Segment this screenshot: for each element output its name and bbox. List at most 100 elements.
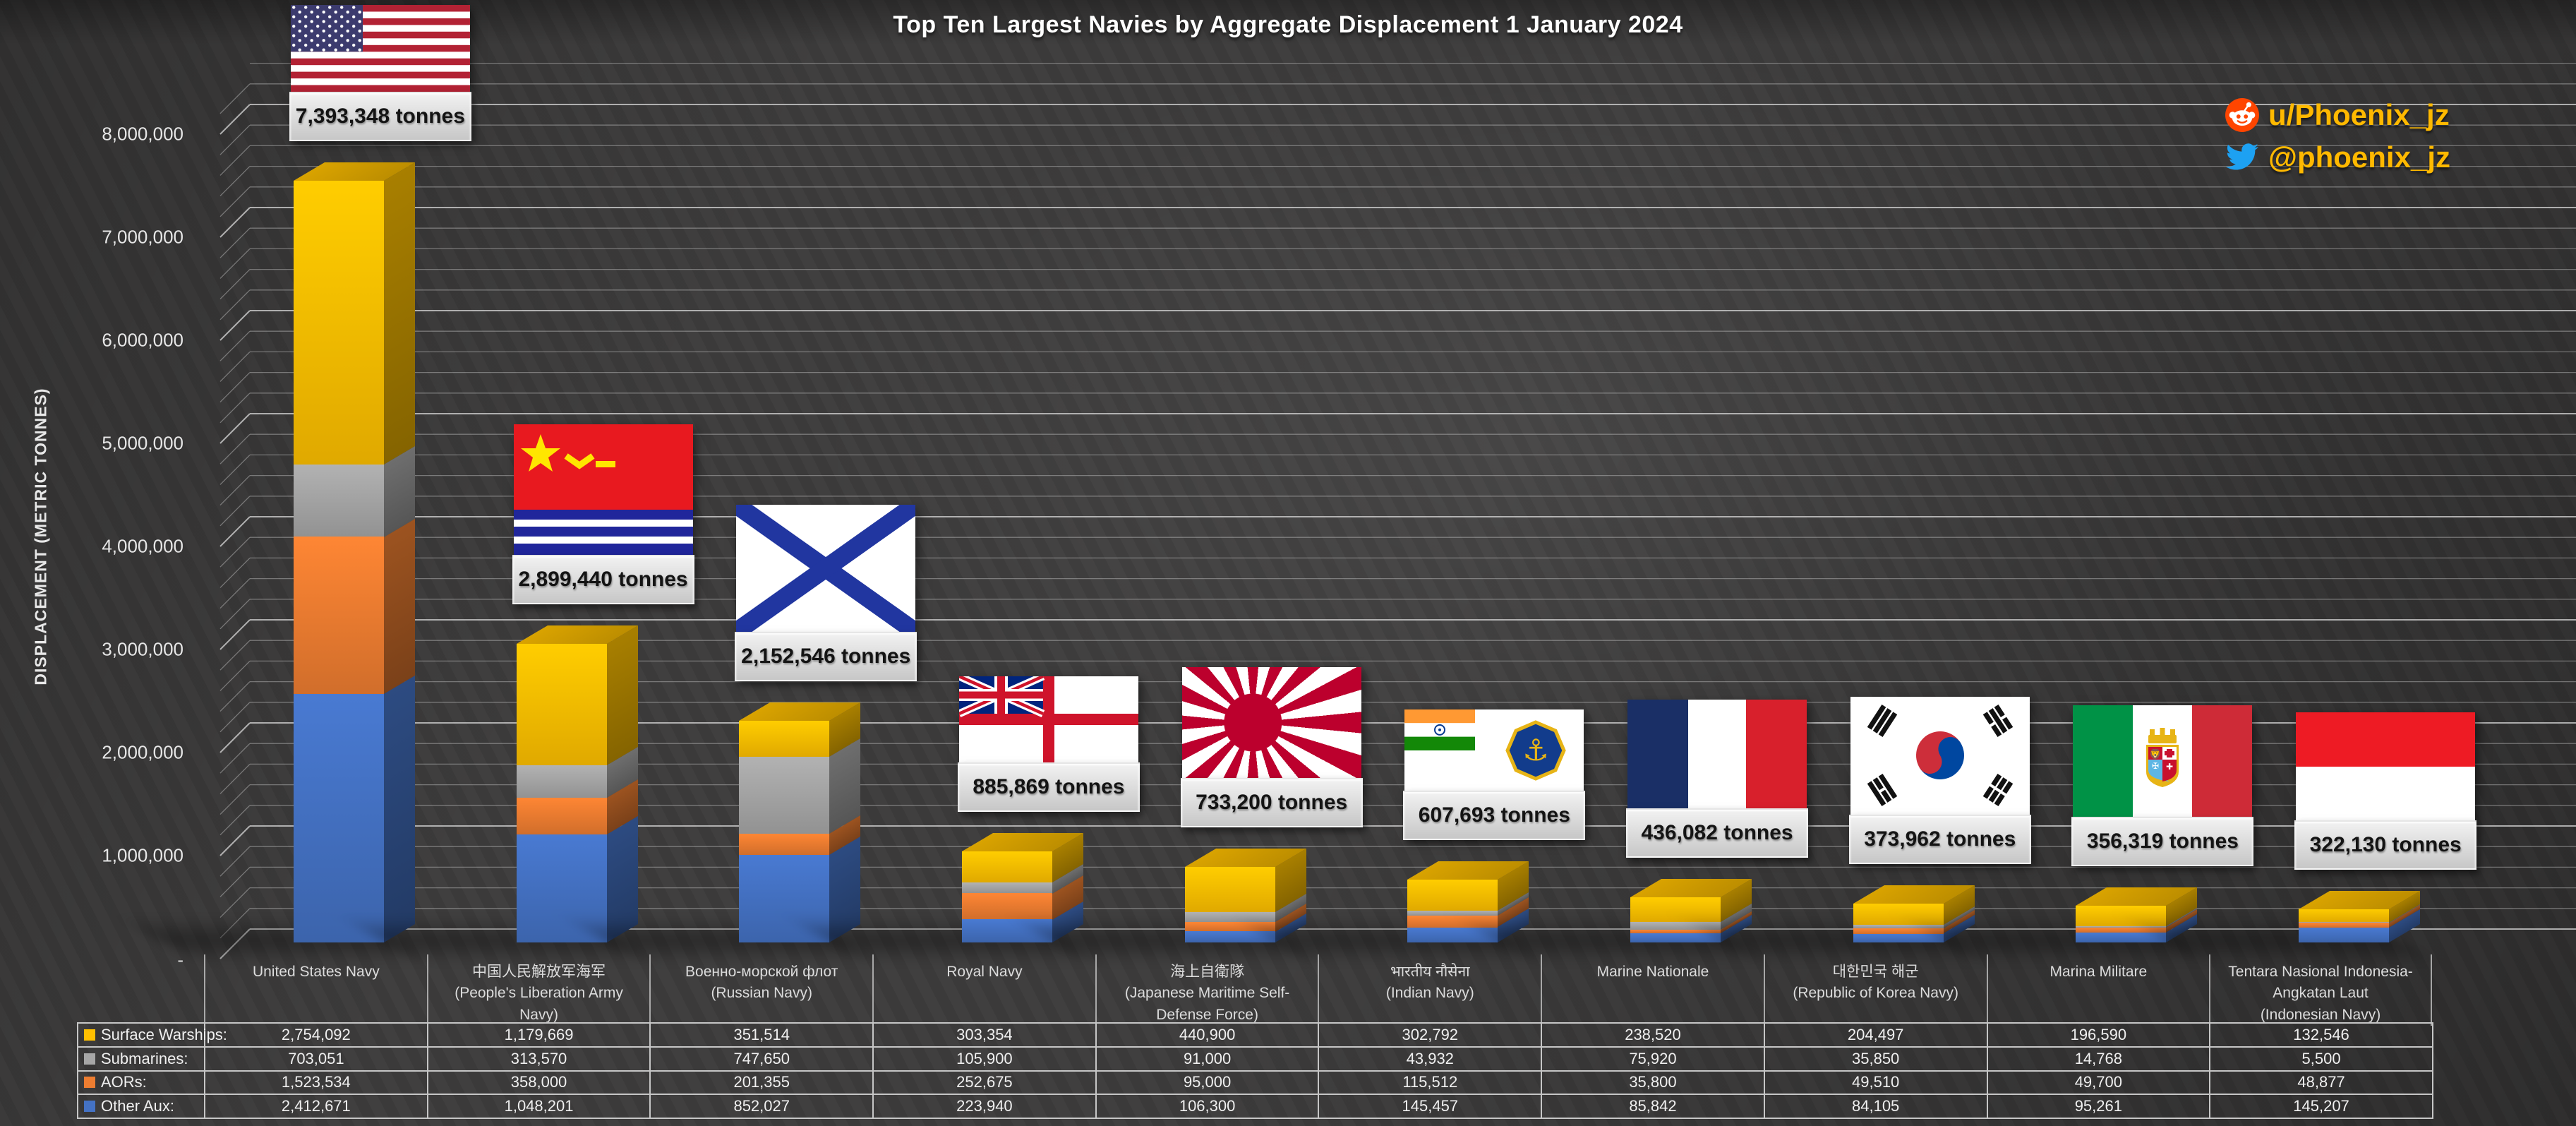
table-value-cell: 440,900 [1096,1024,1320,1048]
bar-segment-submarines [1630,922,1721,930]
table-value-cell: 48,877 [2210,1071,2433,1096]
bar-segment-other-aux [739,854,830,942]
category-label: 中国人民解放军海军 (People's Liberation Army Navy) [426,954,650,1026]
table-value-cell: 2,754,092 [205,1024,428,1048]
y-axis-tick-label: 6,000,000 [102,329,183,351]
svg-text:✚: ✚ [2166,762,2173,772]
table-value-cell: 106,300 [1096,1095,1320,1119]
watermark-block: u/Phoenix_jz @phoenix_jz [2225,97,2450,175]
total-label: 436,082 tonnes [1626,808,1809,858]
bar-segment-submarines [961,882,1052,894]
table-value-cell: 95,261 [1987,1095,2211,1119]
bar-segment-aors [961,893,1052,920]
total-label: 322,130 tonnes [2294,820,2477,870]
chart-title: Top Ten Largest Navies by Aggregate Disp… [893,11,1683,38]
table-value-cell: 302,792 [1319,1024,1543,1048]
table-value-cell: 35,850 [1764,1047,1988,1072]
table-value-cell: 145,207 [2210,1095,2433,1119]
reddit-icon [2225,98,2259,132]
twitter-icon [2225,143,2258,170]
table-value-cell: 115,512 [1319,1071,1543,1096]
bar-segment-other-aux [516,834,607,942]
legend-row-other-aux: Other Aux: [78,1095,205,1119]
y-axis-tick-label: 1,000,000 [102,844,183,866]
flag-group-italy: 🦁 ✠ ✚ 356,319 tonnes [2071,705,2254,866]
twitter-handle-text: @phoenix_jz [2268,140,2450,174]
bar-segment-aors [1630,930,1721,934]
bar-segment-other-aux [961,919,1052,942]
flag-group-south-korea: 373,962 tonnes [1848,697,2031,865]
table-value-cell: 1,048,201 [428,1095,651,1119]
table-value-cell: 1,179,669 [428,1024,651,1048]
table-value-cell: 75,920 [1542,1047,1765,1072]
cn-flag-icon [513,424,693,555]
table-value-cell: 201,355 [651,1071,874,1096]
legend-color-swatch [84,1029,95,1041]
legend-row-submarines: Submarines: [78,1047,205,1072]
flag-group-france: 436,082 tonnes [1626,700,1809,858]
it-flag-icon: 🦁 ✠ ✚ [2073,705,2253,817]
table-value-cell: 49,510 [1764,1071,1988,1096]
y-axis-tick-label: 5,000,000 [102,432,183,454]
bar-segment-surface-warships [2076,905,2167,926]
table-value-cell: 358,000 [428,1071,651,1096]
table-value-cell: 238,520 [1542,1024,1765,1048]
table-value-cell: 196,590 [1987,1024,2211,1048]
table-value-cell: 5,500 [2210,1047,2433,1072]
category-label: Tentara Nasional Indonesia-Angkatan Laut… [2209,954,2432,1026]
legend-row-surface-warships: Surface Warships: [78,1024,227,1048]
y-axis-zero-label: - [177,949,183,971]
bar-segment-aors [1407,915,1498,928]
data-table: Surface Warships: 2,754,092 1,179,669 351,5… [77,1022,2433,1119]
us-flag-icon [290,4,470,92]
bar-segment-aors [2076,927,2167,933]
bar-segment-aors [1184,921,1275,932]
bar-segment-surface-warships [1853,904,1944,926]
bar-segment-aors [2299,922,2390,928]
flag-group-indonesia: 322,130 tonnes [2294,712,2477,870]
y-axis-tick-label: 2,000,000 [102,741,183,763]
twitter-handle: @phoenix_jz [2225,140,2450,175]
table-value-cell: 252,675 [874,1071,1097,1096]
bar-segment-other-aux [293,693,384,942]
table-value-cell: 145,457 [1319,1095,1543,1119]
bar-segment-other-aux [1407,927,1498,942]
flag-group-india: ⚓ 607,693 tonnes [1403,709,1586,841]
flag-group-united-states: 7,393,348 tonnes [289,4,471,141]
total-label: 356,319 tonnes [2071,816,2254,866]
total-label: 733,200 tonnes [1180,777,1363,827]
table-value-cell: 14,768 [1987,1047,2211,1072]
bar-segment-surface-warships [516,643,607,765]
bar-segment-other-aux [1630,933,1721,942]
legend-row-aors: AORs: [78,1071,205,1096]
legend-color-swatch [84,1077,95,1089]
bar-segment-other-aux [1184,931,1275,942]
y-axis-tick-label: 8,000,000 [102,123,183,145]
bar-segment-submarines [1407,911,1498,916]
bar-segment-aors [739,834,830,855]
table-value-cell: 303,354 [874,1024,1097,1048]
bar-segment-submarines [2076,926,2167,928]
category-label: Marine Nationale [1541,954,1764,1026]
bar-segment-surface-warships [961,851,1052,882]
reddit-handle: u/Phoenix_jz [2225,97,2450,133]
category-label: भारतीय नौसेना (Indian Navy) [1318,954,1541,1026]
bar-segment-submarines [739,757,830,834]
table-value-cell: 703,051 [205,1047,428,1072]
table-value-cell: 351,514 [651,1024,874,1048]
category-label: Royal Navy [872,954,1095,1026]
category-label: United States Navy [204,954,427,1026]
table-value-cell: 95,000 [1096,1071,1320,1096]
bar-segment-surface-warships [2299,908,2390,922]
bar-segment-surface-warships [1630,897,1721,923]
total-label: 7,393,348 tonnes [289,91,471,141]
category-label: Военно-морской флот (Russian Navy) [649,954,872,1026]
category-axis: United States Navy 中国人民解放军海军 (People's Lib… [204,954,2432,1026]
flag-group-japan: 733,200 tonnes [1180,666,1363,827]
bar-segment-aors [1853,928,1944,934]
legend-color-swatch [84,1101,95,1113]
table-value-cell: 85,842 [1542,1095,1765,1119]
fr-flag-icon [1627,700,1807,809]
total-label: 2,899,440 tonnes [512,554,694,604]
kr-flag-icon [1850,697,2030,815]
